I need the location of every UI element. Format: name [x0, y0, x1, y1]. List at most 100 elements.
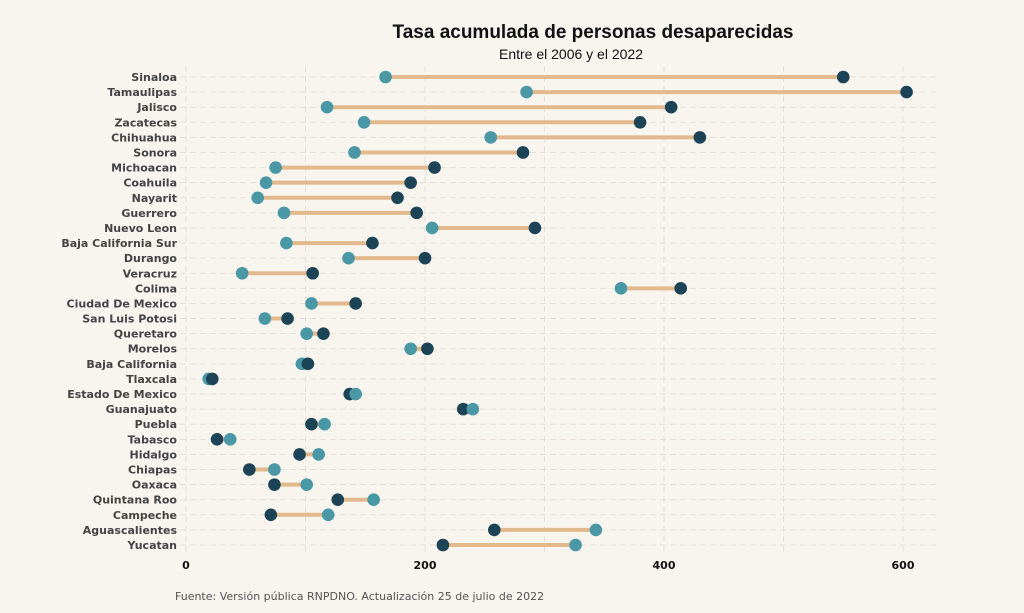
- point-dark: [428, 161, 441, 174]
- point-dark: [404, 176, 417, 189]
- y-label-state: Queretaro: [114, 328, 178, 341]
- x-tick-label: 0: [182, 559, 190, 572]
- point-dark: [205, 372, 219, 386]
- point-light: [300, 478, 313, 491]
- point-light: [312, 448, 325, 461]
- y-label-state: Morelos: [128, 343, 178, 356]
- point-light: [348, 146, 361, 159]
- chart-title: Tasa acumulada de personas desaparecidas: [393, 22, 794, 43]
- point-dark: [836, 70, 850, 84]
- point-layer: [202, 70, 913, 552]
- point-dark: [516, 146, 530, 159]
- point-light: [258, 312, 272, 325]
- point-light: [305, 297, 318, 310]
- point-dark: [410, 206, 423, 220]
- x-tick-label: 600: [892, 559, 915, 572]
- point-dark: [391, 191, 404, 205]
- point-dark: [664, 100, 678, 114]
- x-axis-ticks: 0 200 400 600: [182, 559, 915, 572]
- point-light: [269, 161, 282, 174]
- y-label-state: Tlaxcala: [126, 373, 177, 386]
- point-dark: [633, 115, 647, 129]
- y-label-state: Quintana Roo: [93, 494, 178, 507]
- chart-caption: Fuente: Versión pública RNPDNO. Actualiz…: [175, 590, 544, 603]
- point-dark: [693, 131, 707, 144]
- y-label-state: Puebla: [135, 418, 177, 431]
- y-label-state: Aguascalientes: [83, 524, 178, 537]
- y-label-state: Jalisco: [136, 101, 177, 114]
- point-dark: [306, 266, 319, 280]
- y-label-state: Chihuahua: [111, 131, 177, 144]
- point-dark: [349, 297, 362, 310]
- y-label-state: Guerrero: [121, 207, 177, 220]
- point-light: [614, 282, 628, 295]
- point-dark: [243, 463, 256, 476]
- point-light: [484, 131, 498, 144]
- point-light: [520, 85, 533, 99]
- y-label-state: Nuevo Leon: [104, 222, 177, 235]
- point-light: [300, 327, 313, 340]
- y-label-state: Durango: [124, 252, 178, 265]
- point-dark: [488, 523, 501, 537]
- y-label-state: Oaxaca: [132, 479, 177, 492]
- point-light: [318, 417, 331, 431]
- point-dark: [674, 282, 688, 295]
- x-tick-label: 200: [414, 559, 437, 572]
- segment-layer: [206, 75, 909, 547]
- point-dark: [528, 221, 542, 235]
- point-dark: [268, 478, 281, 491]
- y-label-state: Baja California Sur: [61, 237, 177, 250]
- point-dark: [264, 508, 278, 522]
- point-dark: [331, 493, 345, 507]
- point-light: [251, 191, 264, 205]
- point-light: [357, 115, 371, 129]
- point-dark: [421, 342, 434, 356]
- y-label-state: Campeche: [113, 509, 177, 522]
- point-light: [235, 266, 249, 280]
- point-dark: [305, 417, 318, 431]
- point-light: [589, 523, 603, 537]
- point-light: [404, 342, 417, 356]
- y-label-state: Colima: [135, 282, 177, 295]
- y-axis-labels: Sinaloa Tamaulipas Jalisco Zacatecas Chihuah…: [61, 71, 177, 552]
- point-light: [277, 206, 291, 220]
- point-dark: [436, 538, 450, 552]
- point-light: [466, 402, 480, 416]
- y-label-state: Chiapas: [128, 464, 177, 477]
- point-light: [367, 493, 380, 507]
- point-light: [349, 387, 362, 401]
- y-label-state: Baja California: [86, 358, 177, 371]
- y-label-state: Veracruz: [123, 267, 177, 280]
- point-dark: [456, 402, 470, 416]
- point-light: [320, 100, 334, 114]
- point-dark: [293, 448, 306, 461]
- point-light: [268, 463, 281, 476]
- y-label-state: Ciudad De Mexico: [67, 297, 178, 310]
- y-label-state: Zacatecas: [114, 116, 177, 129]
- point-light: [259, 176, 273, 189]
- y-label-state: Hidalgo: [130, 448, 178, 461]
- y-label-state: Michoacan: [111, 162, 177, 175]
- point-dark: [210, 433, 224, 446]
- point-light: [425, 221, 439, 235]
- point-dark: [317, 327, 330, 340]
- y-label-state: San Luis Potosi: [82, 313, 177, 326]
- point-dark: [281, 312, 294, 325]
- y-label-state: Estado De Mexico: [67, 388, 177, 401]
- point-light: [569, 538, 582, 552]
- y-label-state: Coahuila: [123, 177, 177, 190]
- chart-subtitle: Entre el 2006 y el 2022: [499, 46, 643, 62]
- y-label-state: Guanajuato: [106, 403, 178, 416]
- y-label-state: Tabasco: [128, 433, 178, 446]
- point-light: [223, 433, 237, 446]
- point-dark: [418, 251, 432, 265]
- grid-layer: [180, 66, 940, 556]
- point-dark: [900, 85, 913, 99]
- point-dark: [301, 357, 315, 371]
- point-light: [280, 236, 293, 250]
- point-dark: [366, 236, 379, 250]
- x-tick-label: 400: [653, 559, 676, 572]
- point-light: [379, 70, 392, 84]
